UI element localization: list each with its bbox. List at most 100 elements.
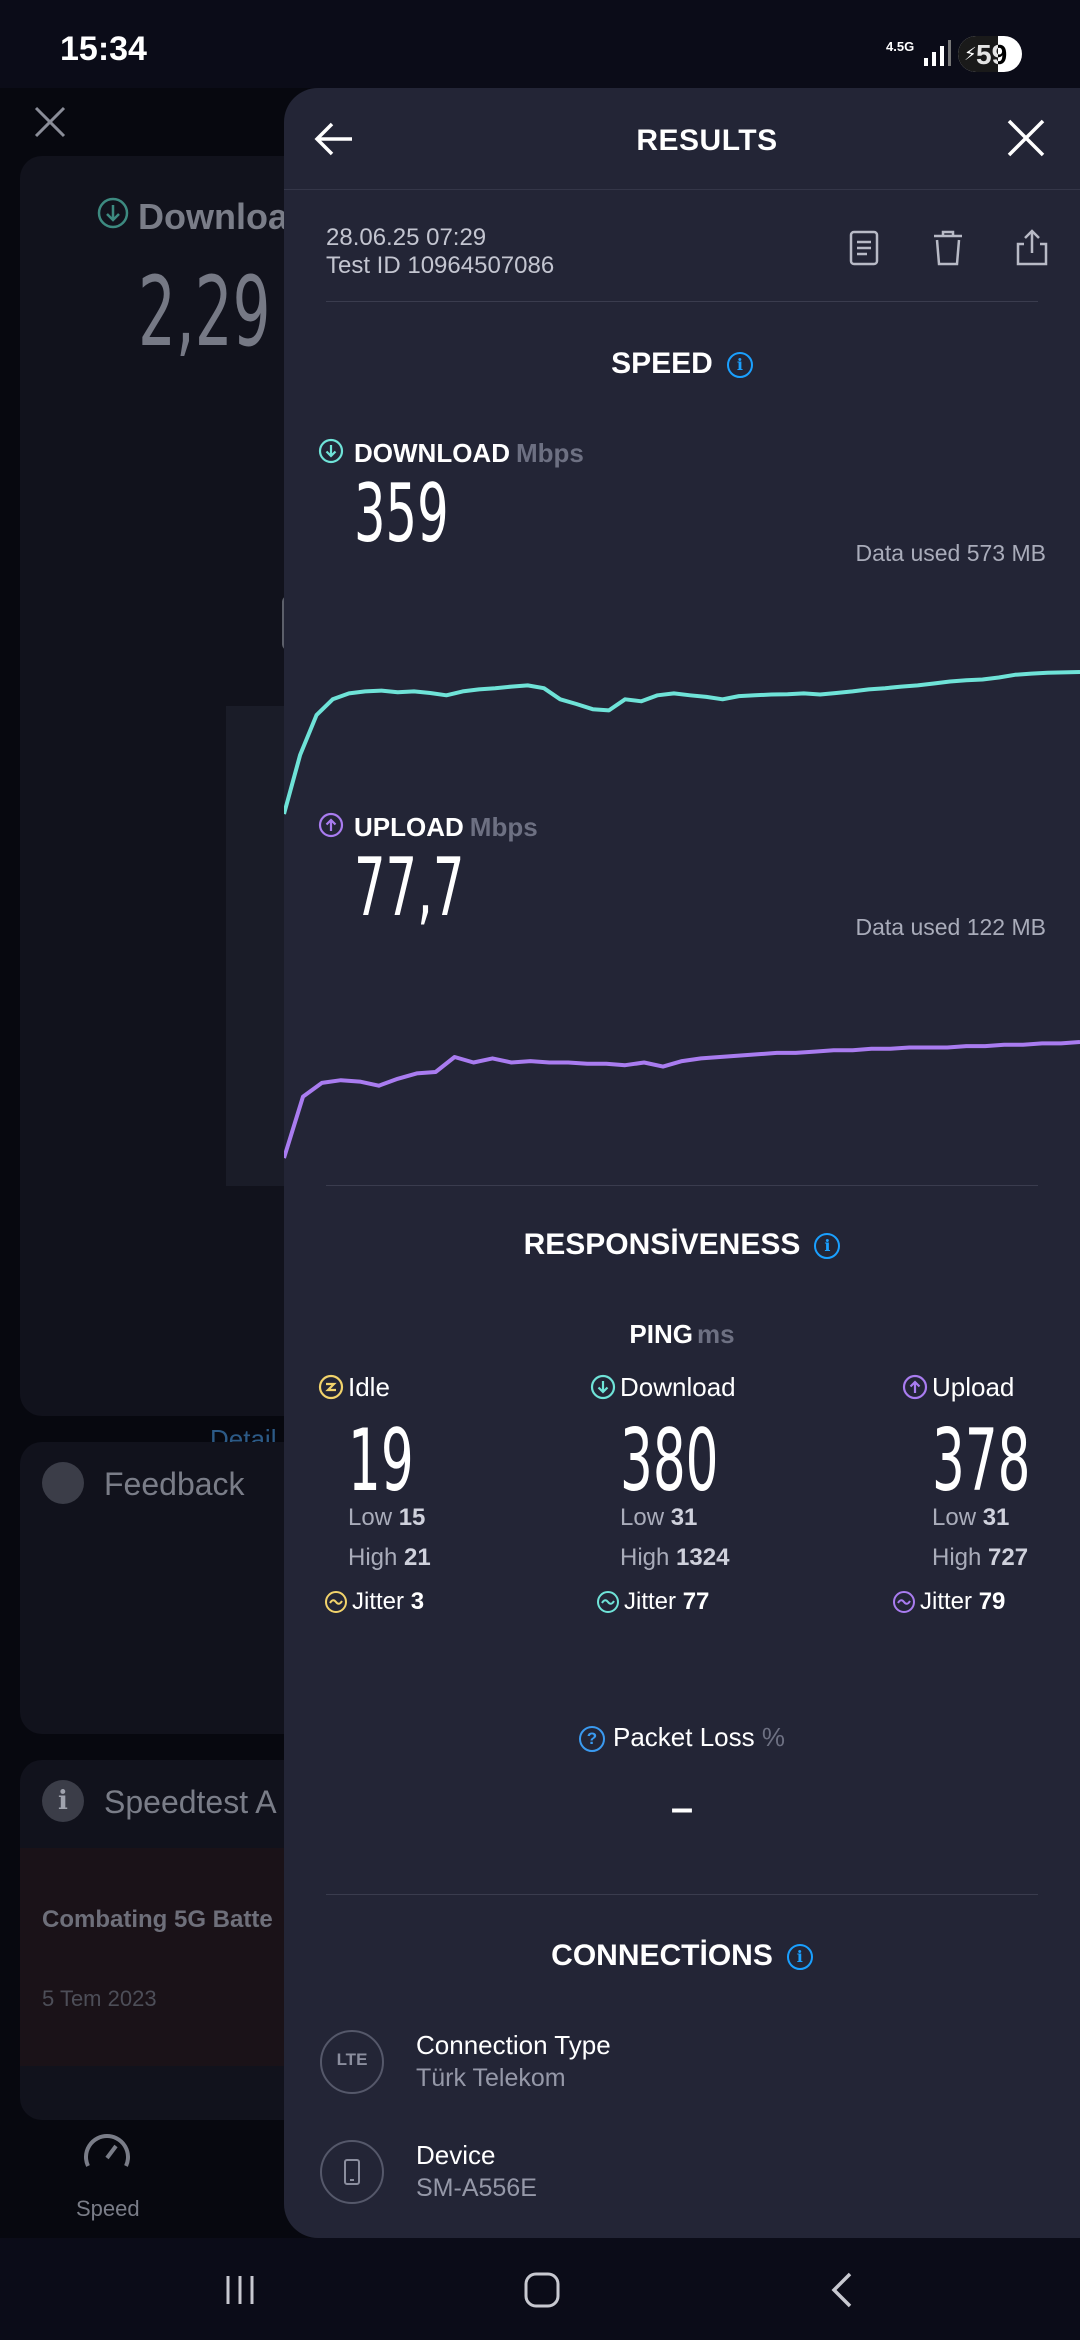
- nav-speed-label: Speed: [76, 2196, 140, 2221]
- upload-label-text: UPLOAD: [354, 812, 464, 842]
- download-line: [284, 670, 1080, 815]
- upload-jitter-value: 79: [978, 1588, 1006, 1615]
- home-icon[interactable]: [520, 2268, 564, 2312]
- upload-low: Low 31: [932, 1504, 1009, 1532]
- articles-label: Speedtest A: [104, 1784, 277, 1820]
- charging-icon: ⚡: [964, 44, 977, 64]
- info-icon[interactable]: i: [786, 1944, 813, 1970]
- test-date: 28.06.25 07:29: [326, 224, 487, 251]
- idle-icon: [318, 1374, 344, 1400]
- download-low-value: 31: [670, 1504, 698, 1531]
- close-icon[interactable]: [30, 102, 70, 142]
- ping-upload-column: Upload 378 Low 31 High 727 Jitter 79: [893, 1372, 1072, 1615]
- idle-ping-value: 19: [348, 1411, 414, 1511]
- jitter-icon: [893, 1591, 915, 1613]
- download-high-label: High: [620, 1544, 670, 1571]
- status-time: 15:34: [60, 30, 147, 68]
- info-icon: i: [42, 1780, 84, 1822]
- recent-apps-icon[interactable]: [218, 2268, 262, 2312]
- lte-icon-text: LTE: [336, 2050, 368, 2069]
- background-download-label: Downloa: [138, 196, 288, 237]
- background-download-value: 2,29: [138, 256, 271, 368]
- results-panel: RESULTS 28.06.25 07:29 Test ID 109645070…: [284, 88, 1080, 2238]
- background-articles-card: i Speedtest A Combating 5G Batte 5 Tem 2…: [20, 1760, 320, 2120]
- responsiveness-section-title: RESPONSİVENESS i: [284, 1228, 1080, 1262]
- download-low: Low 31: [620, 1504, 697, 1532]
- ping-idle-header: Idle: [318, 1372, 518, 1406]
- idle-low: Low 15: [348, 1504, 425, 1532]
- upload-low-value: 31: [982, 1504, 1010, 1531]
- upload-chart: [284, 1040, 1080, 1159]
- idle-high-value: 21: [404, 1544, 431, 1571]
- background-result-card: Downloa 2,29 Detail: [20, 156, 326, 1454]
- question-icon[interactable]: ?: [579, 1726, 605, 1752]
- download-ping-label: Download: [620, 1372, 736, 1402]
- download-icon: [590, 1374, 616, 1400]
- feedback-icon: [42, 1462, 84, 1504]
- ping-idle-column: Idle 19 Low 15 High 21 Jitter 3: [318, 1372, 518, 1615]
- divider: [326, 1894, 1038, 1895]
- battery-indicator: ⚡ 59: [958, 36, 1022, 72]
- back-icon[interactable]: [822, 2268, 866, 2312]
- info-icon[interactable]: i: [814, 1233, 841, 1259]
- download-jitter-value: 77: [682, 1588, 710, 1615]
- test-id: Test ID 10964507086: [326, 252, 555, 279]
- connections-title-text: CONNECTİONS: [551, 1939, 773, 1972]
- device-label: Device: [416, 2140, 496, 2170]
- feedback-label[interactable]: Feedback: [104, 1466, 245, 1502]
- close-icon[interactable]: [1006, 118, 1046, 158]
- speedometer-icon: [84, 2134, 130, 2167]
- download-chart: [284, 670, 1080, 815]
- document-icon[interactable]: [842, 226, 886, 270]
- upload-high-label: High: [932, 1544, 982, 1571]
- download-high: High 1324: [620, 1544, 729, 1572]
- upload-data-used: Data used 122 MB: [855, 914, 1046, 940]
- connections-section-title: CONNECTİONS i: [284, 1939, 1080, 1973]
- upload-icon: [902, 1374, 928, 1400]
- info-icon[interactable]: i: [726, 352, 753, 378]
- jitter-icon: [325, 1591, 347, 1613]
- article-title: Combating 5G Batte: [42, 1906, 273, 1933]
- upload-high-value: 727: [988, 1544, 1029, 1571]
- packet-loss-label: Packet Loss: [613, 1722, 755, 1752]
- device-value: SM-A556E: [416, 2174, 537, 2202]
- share-icon[interactable]: [1010, 226, 1054, 270]
- panel-title: RESULTS: [636, 124, 778, 157]
- responsiveness-title-text: RESPONSİVENESS: [523, 1228, 801, 1261]
- download-ping-value: 380: [620, 1411, 719, 1511]
- download-jitter: Jitter 77: [596, 1588, 709, 1616]
- download-icon: [318, 438, 344, 464]
- download-low-label: Low: [620, 1504, 665, 1531]
- phone-icon: [344, 2159, 360, 2185]
- download-jitter-label: Jitter: [624, 1588, 677, 1615]
- upload-jitter-label: Jitter: [920, 1588, 973, 1615]
- article-card[interactable]: Combating 5G Batte 5 Tem 2023: [20, 1848, 320, 2066]
- download-label: DOWNLOAD Mbps: [354, 438, 584, 469]
- upload-ping-label: Upload: [932, 1372, 1015, 1402]
- background-feedback-card: Feedback: [20, 1442, 320, 1734]
- signal-icon: [924, 40, 951, 66]
- speed-title-text: SPEED: [611, 347, 713, 380]
- device-icon: [320, 2140, 384, 2204]
- upload-value: 77,7: [354, 841, 465, 934]
- battery-fill: [958, 36, 998, 72]
- idle-jitter-label: Jitter: [352, 1588, 405, 1615]
- upload-ping-value: 378: [932, 1411, 1031, 1511]
- bottom-nav-speed[interactable]: Speed: [0, 2118, 300, 2238]
- system-navigation-bar: [0, 2238, 1080, 2340]
- divider: [326, 301, 1038, 302]
- download-label-text: DOWNLOAD: [354, 438, 510, 468]
- ping-download-header: Download: [590, 1372, 790, 1406]
- trash-icon[interactable]: [926, 226, 970, 270]
- upload-label: UPLOAD Mbps: [354, 812, 538, 843]
- back-arrow-icon[interactable]: [312, 116, 358, 162]
- upload-jitter: Jitter 79: [892, 1588, 1005, 1616]
- idle-label: Idle: [348, 1372, 390, 1402]
- packet-loss-value: –: [670, 1786, 694, 1830]
- idle-high-label: High: [348, 1544, 398, 1571]
- download-data-used: Data used 573 MB: [855, 540, 1046, 566]
- panel-header: RESULTS: [284, 88, 1080, 190]
- connection-type-label: Connection Type: [416, 2030, 611, 2060]
- ping-title: PING ms: [284, 1319, 1080, 1350]
- lte-icon: LTE: [320, 2030, 384, 2094]
